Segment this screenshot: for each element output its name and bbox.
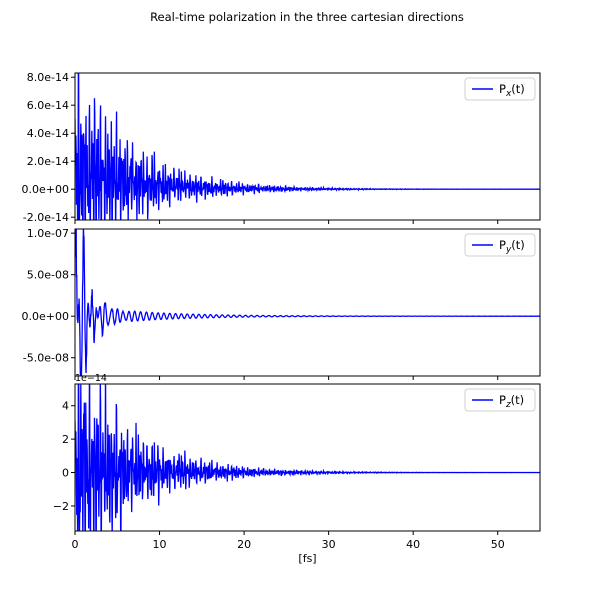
series-line-panel-x <box>75 73 540 220</box>
y-tick-label: 0.0e+00 <box>22 183 69 196</box>
legend-label: Px(t) <box>499 82 525 99</box>
legend-box <box>464 77 536 101</box>
y-tick-label: 4 <box>62 400 69 413</box>
panel-y: -5.0e-08 0.0e+00 5.0e-08 1.0e-07 Py(t) <box>22 227 541 380</box>
panels: -2.0e-14 0.0e+00 2.0e-14 4.0e-14 6.0e-14 8.0e… <box>22 71 541 565</box>
y-tick-label: 2.0e-14 <box>27 155 69 168</box>
y-tick-label: -5.0e-08 <box>23 352 69 365</box>
x-tick-label: 30 <box>322 538 336 551</box>
y-tick-label: 8.0e-14 <box>27 71 69 84</box>
legend-label: Pz(t) <box>499 393 524 410</box>
x-axis-label: [fs] <box>298 552 316 565</box>
x-tick-label: 0 <box>72 538 79 551</box>
x-tick-label: 10 <box>153 538 167 551</box>
figure-title: Real-time polarization in the three cart… <box>150 10 464 24</box>
series-line-panel-y <box>75 229 540 376</box>
series-line-panel-z <box>75 384 540 531</box>
y-tick-label: 1.0e-07 <box>27 227 69 240</box>
axes-frame <box>74 383 541 532</box>
y-tick-label: 4.0e-14 <box>27 127 69 140</box>
legend-label: Py(t) <box>499 238 525 255</box>
axes-frame <box>74 72 541 221</box>
y-tick-label: 2 <box>62 433 69 446</box>
x-tick-label: 20 <box>237 538 251 551</box>
axes-frame <box>74 228 541 377</box>
x-tick-label: 50 <box>491 538 505 551</box>
y-tick-label: 0 <box>62 467 69 480</box>
y-tick-label: -2.0e-14 <box>23 211 69 224</box>
y-tick-label: 6.0e-14 <box>27 99 69 112</box>
panel-x: -2.0e-14 0.0e+00 2.0e-14 4.0e-14 6.0e-14 8.0e… <box>22 71 541 224</box>
y-tick-label: 0.0e+00 <box>22 310 69 323</box>
legend-box <box>464 388 536 412</box>
legend-box <box>464 233 536 257</box>
y-offset-text: 1e−14 <box>75 373 107 384</box>
legend: Py(t) <box>464 233 536 257</box>
y-tick-label: 5.0e-08 <box>27 269 69 282</box>
y-tick-label: −2 <box>53 500 69 513</box>
legend: Pz(t) <box>464 388 536 412</box>
x-tick-label: 40 <box>406 538 420 551</box>
legend: Px(t) <box>464 77 536 101</box>
